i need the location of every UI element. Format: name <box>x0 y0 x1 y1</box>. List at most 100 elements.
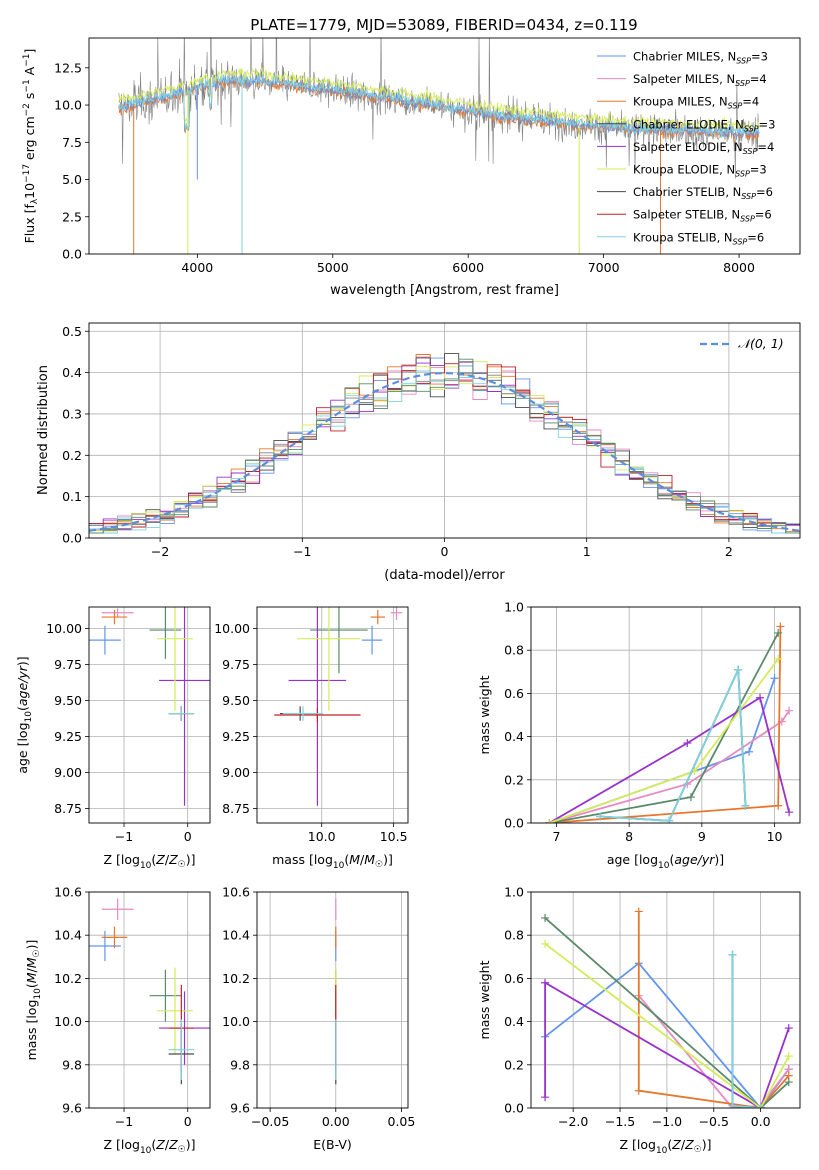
series-line <box>731 954 761 1108</box>
data-point <box>686 793 695 802</box>
x-tick-label: 6000 <box>452 260 484 275</box>
x-tick-label: 4000 <box>181 260 213 275</box>
data-point <box>756 1104 765 1108</box>
data-point <box>774 628 783 637</box>
y-tick-label: 0.2 <box>504 772 524 787</box>
x-tick-label: 7 <box>552 829 560 844</box>
y-tick-label: 10.6 <box>222 885 250 900</box>
x-tick-label: 10.5 <box>380 829 408 844</box>
x-tick-label: 0.00 <box>322 1114 350 1129</box>
model-kroupa-stelib <box>118 73 760 139</box>
point-chabrier-elodie <box>310 607 368 674</box>
axes-massweight_vs_age: 7 8 9 10 0.0 0.2 0.4 0.6 0.8 1.0 <box>504 600 801 844</box>
y-tick-label: 0.4 <box>504 1014 524 1029</box>
x-tick-label: 8 <box>625 829 633 844</box>
normal-curve <box>89 371 800 532</box>
x-axis-label: wavelength [Angstrom, rest frame] <box>330 283 559 298</box>
x-tick-label: 0.0 <box>751 1114 771 1129</box>
point-kroupa-miles <box>370 609 385 625</box>
axes-frame <box>88 37 801 255</box>
axes-mass_vs_Z: −1 0 9.6 9.8 10.0 10.2 10.4 10.6 <box>54 885 211 1129</box>
point-kroupa-miles <box>101 926 128 949</box>
axes-frame <box>530 606 801 824</box>
y-tick-label: 10.2 <box>222 971 250 986</box>
series-line <box>548 658 779 823</box>
data-point <box>728 1101 737 1108</box>
plot-area-massweight_vs_age <box>545 622 794 823</box>
x-tick-label: 0 <box>441 544 449 559</box>
plot-area-age_vs_Z <box>89 607 210 806</box>
y-tick-label: 0.2 <box>62 448 82 463</box>
y-tick-label: 10.00 <box>46 621 82 636</box>
x-tick-label: 2 <box>725 544 733 559</box>
series-line <box>549 632 779 823</box>
axes-age_vs_mass: 10.0 10.5 8.75 9.00 9.25 9.50 9.75 10.00 <box>214 606 409 844</box>
x-tick-label: 10.0 <box>308 829 336 844</box>
axes-mass_vs_ebv: −0.05 0.00 0.05 9.6 9.8 10.0 10.2 10.4 10.6 <box>222 885 415 1130</box>
y-tick-label: 8.75 <box>222 801 250 816</box>
point-salpeter-elodie <box>159 607 210 806</box>
y-axis-label: mass weight <box>477 675 492 754</box>
data-point <box>785 808 794 817</box>
x-axis-label: (data-model)/error <box>384 568 505 583</box>
legend-label: Chabrier STELIB, NSSP=6 <box>633 185 773 201</box>
y-tick-label: 0.4 <box>504 729 524 744</box>
y-tick-label: 1.0 <box>504 600 524 615</box>
point-chabrier-miles <box>361 625 383 655</box>
x-axis-label: Z [log10(Z/Z☉)] <box>103 852 195 871</box>
point-chabrier-miles <box>89 625 121 655</box>
axes-frame <box>88 322 801 539</box>
series-line <box>600 669 747 822</box>
data-point <box>756 693 765 702</box>
data-point <box>776 622 785 631</box>
x-tick-label: 9 <box>698 829 706 844</box>
y-tick-label: 9.00 <box>54 765 82 780</box>
x-tick-label: 0 <box>184 1114 192 1129</box>
legend-label: Salpeter MILES, NSSP=4 <box>633 72 767 88</box>
data-point <box>541 939 550 948</box>
legend-label: Chabrier ELODIE, NSSP=3 <box>633 117 775 133</box>
x-tick-label: 1 <box>583 544 591 559</box>
data-point <box>784 1052 793 1061</box>
y-tick-label: 9.50 <box>222 693 250 708</box>
series-line <box>548 710 790 823</box>
x-tick-label: −1 <box>115 1114 133 1129</box>
data-point <box>634 907 643 916</box>
x-tick-label: −1 <box>115 829 133 844</box>
x-axis-label: mass [log10(M/M☉)] <box>272 852 393 871</box>
series-line <box>544 943 790 1108</box>
y-tick-label: 9.75 <box>222 657 250 672</box>
legend-label: Salpeter STELIB, NSSP=6 <box>633 208 772 224</box>
y-tick-label: 0.6 <box>504 686 524 701</box>
data-point <box>683 739 692 748</box>
series-line <box>544 981 790 1108</box>
data-point <box>741 801 750 810</box>
x-axis-label: Z [log10(Z/Z☉)] <box>103 1137 195 1156</box>
y-tick-label: 9.25 <box>222 729 250 744</box>
axes-frame <box>88 606 211 824</box>
y-tick-label: 9.8 <box>230 1057 250 1072</box>
y-tick-label: 0.5 <box>62 324 82 339</box>
data-point <box>774 654 783 663</box>
axes-frame <box>530 891 801 1109</box>
data-point <box>541 978 550 987</box>
axes-frame <box>256 891 409 1109</box>
point-salpeter-stelib <box>274 707 361 723</box>
legend-label: Salpeter ELODIE, NSSP=4 <box>633 140 774 156</box>
y-tick-label: 5.0 <box>62 172 82 187</box>
plot-area-massweight_vs_Z <box>541 907 793 1108</box>
y-tick-label: 1.0 <box>504 885 524 900</box>
series-line <box>600 669 747 822</box>
x-tick-label: 0 <box>184 829 192 844</box>
data-point <box>728 950 737 959</box>
axes-frame <box>256 606 409 824</box>
spectrum-legend: Chabrier MILES, NSSP=3 Salpeter MILES, NS… <box>597 50 775 246</box>
x-tick-label: −1 <box>293 544 311 559</box>
legend-label: Kroupa ELODIE, NSSP=3 <box>633 163 767 179</box>
point-kroupa-stelib <box>168 706 195 721</box>
legend-label: Chabrier MILES, NSSP=3 <box>633 50 768 66</box>
y-tick-label: 0.3 <box>62 406 82 421</box>
data-point <box>634 1086 643 1095</box>
x-tick-label: −2.0 <box>558 1114 588 1129</box>
